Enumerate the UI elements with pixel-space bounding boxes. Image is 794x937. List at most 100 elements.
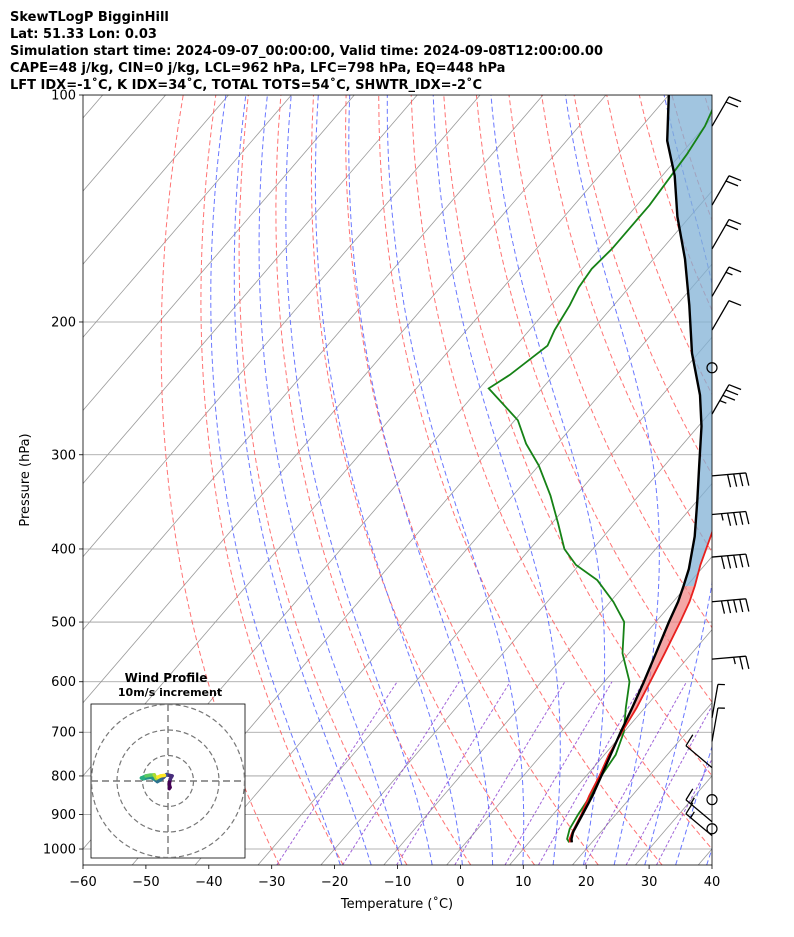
dry-adiabat xyxy=(200,95,344,865)
moist-adiabat xyxy=(706,847,712,865)
wind-barb-half-flag xyxy=(690,811,695,819)
isotherm xyxy=(83,95,418,485)
isotherm xyxy=(83,95,292,338)
dry-adiabat xyxy=(704,95,712,122)
isotherm xyxy=(697,848,712,865)
cape-area xyxy=(667,95,712,587)
hodograph: Wind Profile 10m/s increment xyxy=(90,671,246,859)
wind-barb-flag xyxy=(733,599,738,613)
hodograph-segment xyxy=(159,773,167,778)
hodograph-title: Wind Profile xyxy=(125,671,208,685)
station-title: SkewTLogP BigginHill xyxy=(10,10,169,25)
dry-adiabat xyxy=(541,95,712,553)
dry-adiabat xyxy=(770,95,794,865)
moist-adiabat xyxy=(348,95,494,865)
wind-barb-flag xyxy=(733,555,738,568)
x-tick-label: 30 xyxy=(641,875,658,890)
dry-adiabat xyxy=(508,95,712,629)
wind-barb-flag xyxy=(728,266,742,273)
wind-barb-flag xyxy=(726,555,732,569)
moist-adiabat xyxy=(644,95,712,865)
dry-adiabat xyxy=(238,95,408,865)
moist-adiabat xyxy=(432,95,561,865)
isotherm xyxy=(446,555,712,865)
x-tick-label: 40 xyxy=(704,875,721,890)
dry-adiabat xyxy=(638,95,712,312)
mixing-ratio-line xyxy=(504,681,613,865)
dry-adiabat xyxy=(345,95,599,865)
wind-barb-flag xyxy=(728,96,742,103)
wind-barb xyxy=(711,266,742,297)
dry-adiabat xyxy=(378,95,663,865)
mixing-ratio-line xyxy=(538,681,644,865)
isotherm xyxy=(194,263,712,865)
isotherm xyxy=(257,336,712,865)
wind-barb xyxy=(711,472,750,488)
wind-barb xyxy=(711,553,750,570)
wind-barb-staff xyxy=(711,707,719,742)
wind-barb-half-flag xyxy=(690,797,695,805)
wind-barb xyxy=(711,707,725,742)
wind-barb xyxy=(711,598,750,614)
dry-adiabat xyxy=(573,95,712,476)
parcel-line xyxy=(570,95,703,843)
wind-barb xyxy=(711,384,742,415)
wind-barb-staff xyxy=(685,745,713,769)
wind-barb-half-flag xyxy=(720,513,724,521)
wind-barb-flag xyxy=(726,512,732,526)
wind-barb-flag xyxy=(739,554,744,568)
isotherm xyxy=(383,482,712,865)
wind-barb-half-flag xyxy=(719,399,727,404)
x-tick-label: 10 xyxy=(515,875,532,890)
wind-barb-flag xyxy=(728,218,742,225)
y-axis: 100 200 300 400 500 600 700 800 900 1000 xyxy=(43,89,83,858)
isotherm xyxy=(83,95,481,558)
wind-barb-half-flag xyxy=(725,271,733,276)
wind-barb-staff xyxy=(711,266,730,297)
isotherm xyxy=(83,95,104,119)
wind-barb-calm xyxy=(706,362,718,374)
y-tick-label: 400 xyxy=(51,542,76,557)
wind-barb-flag xyxy=(725,389,739,396)
isotherm xyxy=(83,95,355,411)
chart-header: SkewTLogP BigginHill Lat: 51.33 Lon: 0.0… xyxy=(10,9,603,94)
wind-barb-staff xyxy=(711,684,719,718)
index-line: LFT IDX=-1˚C, K IDX=34˚C, TOTAL TOTS=54˚… xyxy=(10,78,483,93)
x-axis-label: Temperature (˚C) xyxy=(340,896,453,912)
wind-barb-flag xyxy=(722,394,736,401)
mixing-ratio-line xyxy=(625,704,712,865)
wind-barb-flag xyxy=(685,734,694,747)
isotherm xyxy=(83,95,607,704)
background-lines xyxy=(83,95,794,865)
wind-barb-flag xyxy=(745,472,750,486)
wind-barb-flag xyxy=(728,384,742,391)
x-tick-label: −20 xyxy=(321,875,348,890)
wind-barb-flag xyxy=(726,600,732,614)
wind-barb-flag xyxy=(745,598,750,612)
dry-adiabat xyxy=(310,95,536,865)
wind-barb-flag xyxy=(745,656,750,669)
isotherm xyxy=(572,702,712,865)
y-axis-label: Pressure (hPa) xyxy=(18,433,33,526)
wind-barb-calm xyxy=(706,823,718,835)
y-tick-label: 900 xyxy=(51,808,76,823)
wind-barb xyxy=(711,655,750,670)
isotherm xyxy=(83,95,229,265)
x-tick-label: 20 xyxy=(578,875,595,890)
hodograph-ring xyxy=(91,704,245,858)
temperature-line xyxy=(568,530,712,843)
location-line: Lat: 51.33 Lon: 0.03 xyxy=(10,27,157,42)
moist-adiabat xyxy=(210,95,341,865)
wind-barb-flag xyxy=(725,180,739,187)
mixing-ratio-line xyxy=(584,681,688,865)
x-tick-label: −40 xyxy=(195,875,222,890)
x-axis: −60 −50 −40 −30 −20 −10 0 10 20 30 40 xyxy=(69,865,720,890)
cape-cin-fills xyxy=(571,95,712,836)
wind-barb xyxy=(711,510,750,526)
y-tick-label: 1000 xyxy=(43,843,76,858)
wind-barb-flag xyxy=(745,511,750,525)
moist-adiabat xyxy=(258,95,403,865)
mixing-ratio-line xyxy=(656,758,712,865)
wind-barb-staff xyxy=(685,813,713,837)
